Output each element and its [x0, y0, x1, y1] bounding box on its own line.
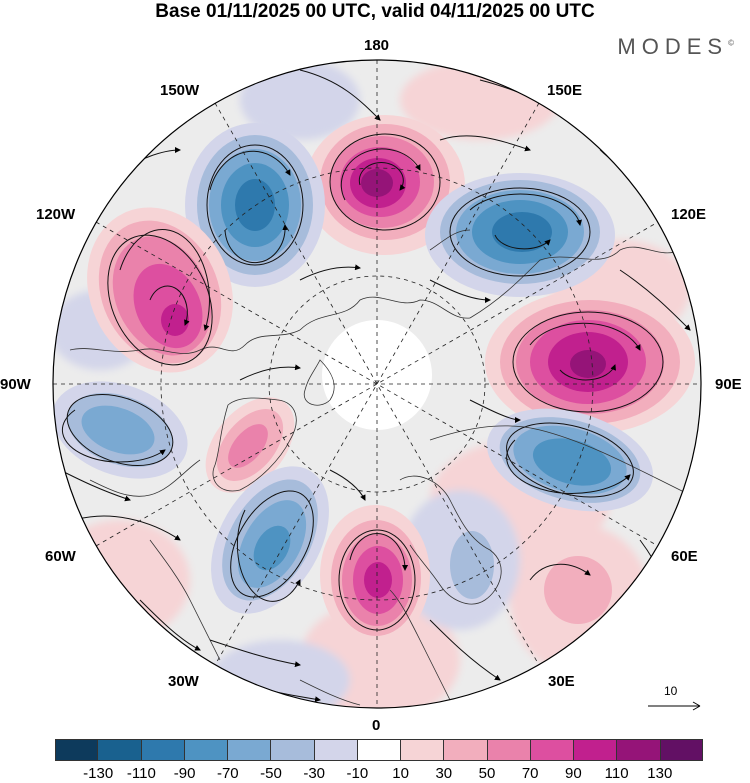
colorbar-swatch	[55, 739, 99, 761]
high-anomaly-greenland	[205, 397, 295, 493]
colorbar-tick-label: -130	[83, 765, 114, 782]
high-anomaly-europe	[320, 505, 430, 645]
lon-label-90w: 90W	[0, 376, 31, 393]
colorbar-tick-label: -50	[260, 765, 282, 782]
low-anomaly-90w	[53, 381, 188, 479]
colorbar-tick-label: 30	[435, 765, 453, 782]
colorbar-tick-label: 70	[521, 765, 539, 782]
colorbar-swatch	[141, 739, 185, 761]
graticule	[53, 60, 701, 708]
colorbar-tick-label: -10	[346, 765, 369, 782]
lon-label-180: 180	[364, 37, 390, 54]
colorbar-tick-label: 50	[478, 765, 496, 782]
colorbar-swatch	[98, 739, 142, 761]
colorbar-swatch	[574, 739, 618, 761]
colorbar-swatch	[530, 739, 575, 761]
colorbar-swatch	[184, 739, 229, 761]
colorbar-swatch	[228, 739, 272, 761]
map-border	[52, 59, 702, 709]
lon-label-120e: 120E	[671, 206, 707, 223]
high-anomaly-central-asia	[544, 556, 612, 624]
colorbar-tick-label: -30	[303, 765, 326, 782]
colorbar-tick-label: 10	[392, 765, 409, 782]
brand-logo: MODES©	[617, 34, 734, 60]
brand-mark: ©	[728, 38, 734, 48]
lon-label-90e: 90E	[715, 376, 742, 393]
brand-name: MODES	[617, 34, 729, 59]
colorbar-swatch	[271, 739, 315, 761]
lon-label-30e: 30E	[548, 673, 575, 690]
lon-label-120w: 120W	[36, 206, 76, 223]
colorbar-tick-label: 110	[604, 765, 629, 782]
lon-label-0: 0	[372, 717, 381, 734]
lon-label-60e: 60E	[671, 548, 698, 565]
low-anomaly-scandinavia	[435, 510, 505, 610]
high-anomaly-180	[305, 115, 465, 255]
colorbar-tick-label: 90	[565, 765, 582, 782]
colorbar-swatch	[617, 739, 661, 761]
low-anomaly-75e	[486, 408, 654, 512]
low-anomaly-120e	[425, 173, 615, 297]
colorbar-tick-label: -70	[216, 765, 239, 782]
colorbar-swatch	[487, 739, 531, 761]
colorbar-tick-label: -90	[173, 765, 196, 782]
colorbar	[55, 739, 703, 761]
colorbar-swatch	[660, 739, 703, 761]
colorbar-swatch	[357, 739, 402, 761]
low-anomaly-atlantic	[211, 466, 329, 614]
colorbar-swatch	[314, 739, 358, 761]
lon-label-30w: 30W	[168, 673, 199, 690]
reference-vector-arrow	[648, 701, 701, 711]
colorbar-swatch	[401, 739, 445, 761]
chart-title: Base 01/11/2025 00 UTC, valid 04/11/2025…	[155, 1, 595, 22]
lon-label-150w: 150W	[160, 82, 200, 99]
lon-label-60w: 60W	[45, 548, 76, 565]
colorbar-swatch	[444, 739, 488, 761]
colorbar-tick-label: -110	[126, 765, 156, 782]
lon-label-150e: 150E	[547, 82, 583, 99]
reference-vector-label: 10	[664, 684, 678, 698]
colorbar-tick-label: 130	[647, 765, 673, 782]
